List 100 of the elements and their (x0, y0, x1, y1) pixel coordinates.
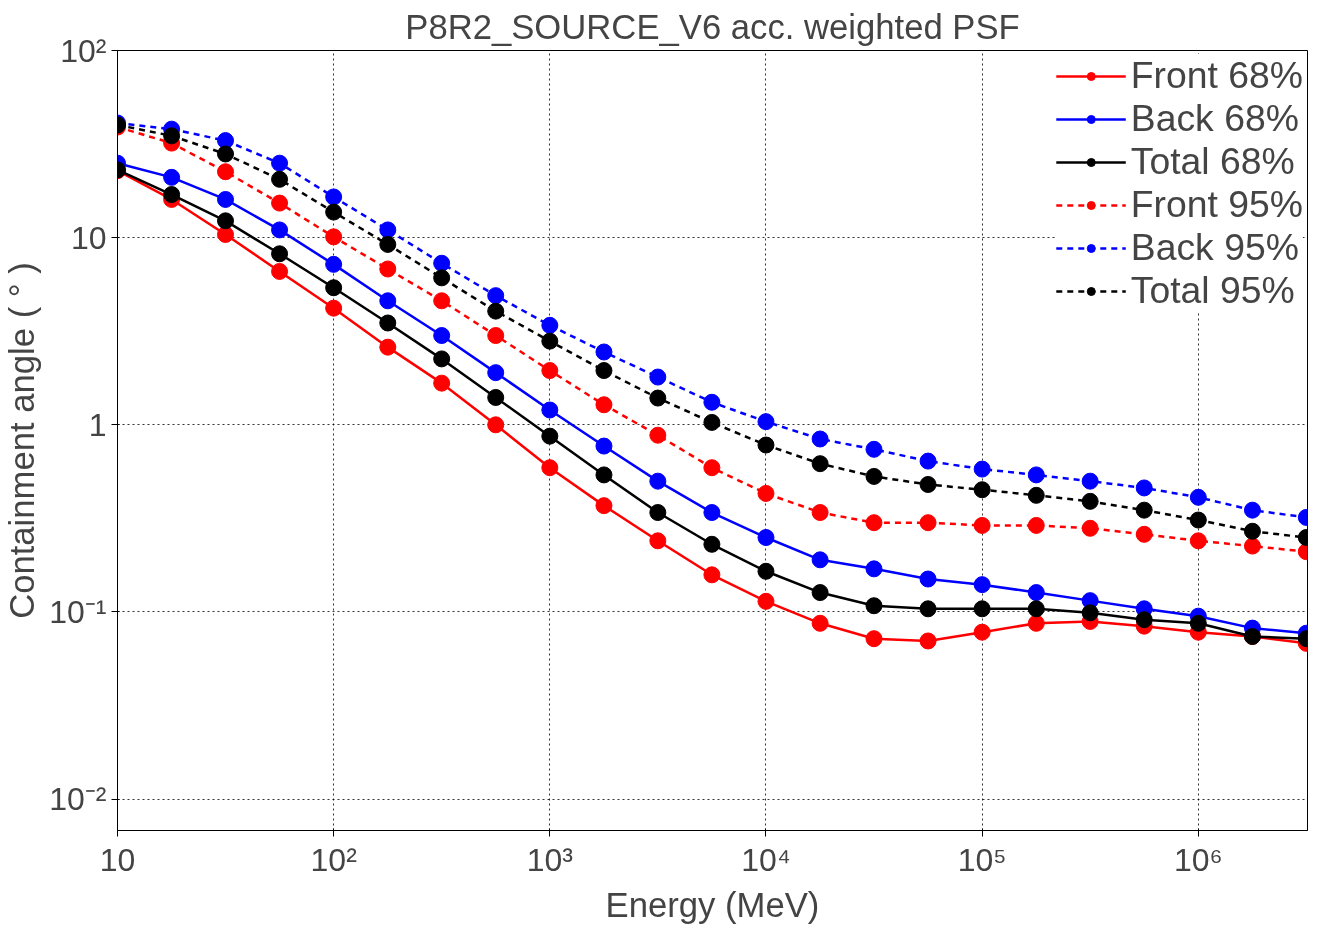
y-tick-label: 10² (60, 32, 107, 69)
point (757, 484, 775, 502)
y-tick-label: 1 (88, 406, 107, 443)
point (811, 504, 829, 521)
point (1027, 486, 1045, 504)
point (973, 516, 991, 534)
point (217, 190, 235, 208)
point (919, 632, 937, 650)
point (757, 592, 775, 610)
point (757, 413, 775, 431)
point (487, 416, 505, 434)
point (217, 145, 235, 163)
point (433, 374, 451, 392)
point (1135, 525, 1153, 543)
x-tick-label: 10⁶ (1173, 841, 1223, 878)
legend-label: Back 95% (1130, 226, 1299, 269)
x-tick-label: 10⁵ (957, 841, 1007, 878)
point (595, 362, 613, 380)
point (1081, 604, 1099, 622)
point (1135, 501, 1153, 519)
point (1027, 614, 1045, 632)
point (433, 327, 451, 345)
point (379, 221, 397, 239)
y-tick-label: 10⁻² (49, 781, 107, 818)
point (379, 314, 397, 332)
point (595, 343, 613, 361)
point (703, 504, 721, 521)
point (433, 269, 451, 287)
point (1243, 501, 1261, 519)
point (919, 476, 937, 493)
point (325, 299, 343, 317)
point (379, 260, 397, 278)
point (325, 228, 343, 246)
point (487, 388, 505, 406)
point (541, 427, 559, 445)
point (865, 440, 883, 458)
point (541, 401, 559, 419)
x-axis-title: Energy (MeV) (605, 885, 820, 924)
point (541, 332, 559, 350)
point (271, 245, 289, 263)
point (595, 396, 613, 414)
point (649, 472, 667, 490)
x-tick-label: 10² (310, 841, 358, 878)
point (919, 514, 937, 532)
point (811, 614, 829, 632)
point (379, 338, 397, 356)
chart-title: P8R2_SOURCE_V6 acc. weighted PSF (405, 7, 1020, 46)
point (703, 393, 721, 411)
point (433, 254, 451, 272)
point (379, 292, 397, 310)
point (163, 168, 181, 186)
point (649, 368, 667, 386)
point (1027, 466, 1045, 484)
point (1081, 472, 1099, 490)
y-tick-label: 10 (70, 219, 107, 256)
x-tick-label: 10³ (526, 841, 574, 878)
point (649, 532, 667, 550)
point (811, 584, 829, 602)
y-tick-label: 10⁻¹ (49, 593, 107, 630)
point (1135, 479, 1153, 497)
point (703, 459, 721, 477)
point (217, 212, 235, 230)
x-tick-label: 10⁴ (741, 841, 791, 878)
y-axis-title: Containment angle ( ° ) (3, 262, 42, 619)
point (541, 459, 559, 477)
point (757, 529, 775, 546)
point (379, 235, 397, 253)
point (1027, 516, 1045, 534)
point (487, 287, 505, 305)
point (487, 327, 505, 345)
point (973, 576, 991, 594)
point (1027, 584, 1045, 602)
point (595, 437, 613, 455)
point (757, 436, 775, 454)
x-tick-label: 10 (99, 841, 136, 878)
point (649, 504, 667, 521)
point (1189, 532, 1207, 550)
point (1243, 522, 1261, 540)
point (811, 455, 829, 473)
point (541, 316, 559, 334)
point (865, 467, 883, 485)
point (271, 170, 289, 188)
point (757, 562, 775, 580)
point (973, 481, 991, 499)
point (487, 364, 505, 382)
point (1135, 611, 1153, 629)
legend-label: Front 95% (1130, 183, 1303, 226)
point (1081, 492, 1099, 510)
point (973, 623, 991, 641)
point (811, 430, 829, 448)
point (865, 514, 883, 532)
point (271, 221, 289, 239)
legend-label: Back 68% (1130, 97, 1299, 140)
point (163, 127, 181, 145)
point (1189, 614, 1207, 632)
point (649, 389, 667, 407)
point (919, 452, 937, 470)
point (595, 497, 613, 515)
legend-label: Total 68% (1130, 140, 1295, 183)
point (703, 535, 721, 553)
